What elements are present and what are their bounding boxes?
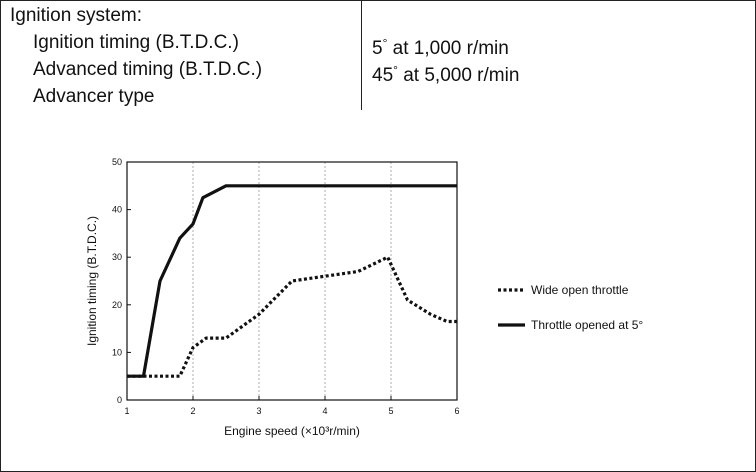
x-tick-label: 3 <box>256 406 261 416</box>
value-suffix: at 5,000 r/min <box>397 65 520 86</box>
x-tick-label: 5 <box>388 406 393 416</box>
x-axis-label: Engine speed (×10³r/min) <box>224 424 360 438</box>
y-tick-label: 50 <box>112 157 122 167</box>
spec-value-advanced-timing: 45° at 5,000 r/min <box>372 59 519 87</box>
y-tick-label: 0 <box>117 395 122 405</box>
y-tick-label: 10 <box>112 347 122 357</box>
plot-frame <box>126 161 458 401</box>
x-tick-label: 1 <box>124 406 129 416</box>
spec-value-ignition-timing: 5° at 1,000 r/min <box>372 32 509 60</box>
spec-heading: Ignition system: <box>10 5 142 26</box>
y-axis-label: Ignition timing (B.T.D.C.) <box>85 216 99 346</box>
degree-symbol: ° <box>393 63 398 77</box>
value-suffix: at 1,000 r/min <box>387 38 509 59</box>
y-tick-label: 30 <box>112 252 122 262</box>
degree-symbol: ° <box>382 36 388 50</box>
series-line <box>127 184 457 378</box>
y-tick-label: 40 <box>112 205 122 215</box>
series-line <box>127 255 457 378</box>
y-tick-label: 20 <box>112 300 122 310</box>
legend-label: Wide open throttle <box>531 283 629 297</box>
spec-label-advanced-timing: Advanced timing (B.T.D.C.) <box>33 59 263 80</box>
x-tick-label: 4 <box>322 406 327 416</box>
x-tick-label: 6 <box>454 406 459 416</box>
value-number: 45 <box>372 65 394 86</box>
spec-label-ignition-timing: Ignition timing (B.T.D.C.) <box>33 32 239 53</box>
value-number: 5 <box>372 38 383 59</box>
x-tick-label: 2 <box>190 406 195 416</box>
column-divider <box>361 0 362 110</box>
spec-label-advancer-type: Advancer type <box>33 86 155 107</box>
legend-label: Throttle opened at 5° <box>531 318 643 332</box>
